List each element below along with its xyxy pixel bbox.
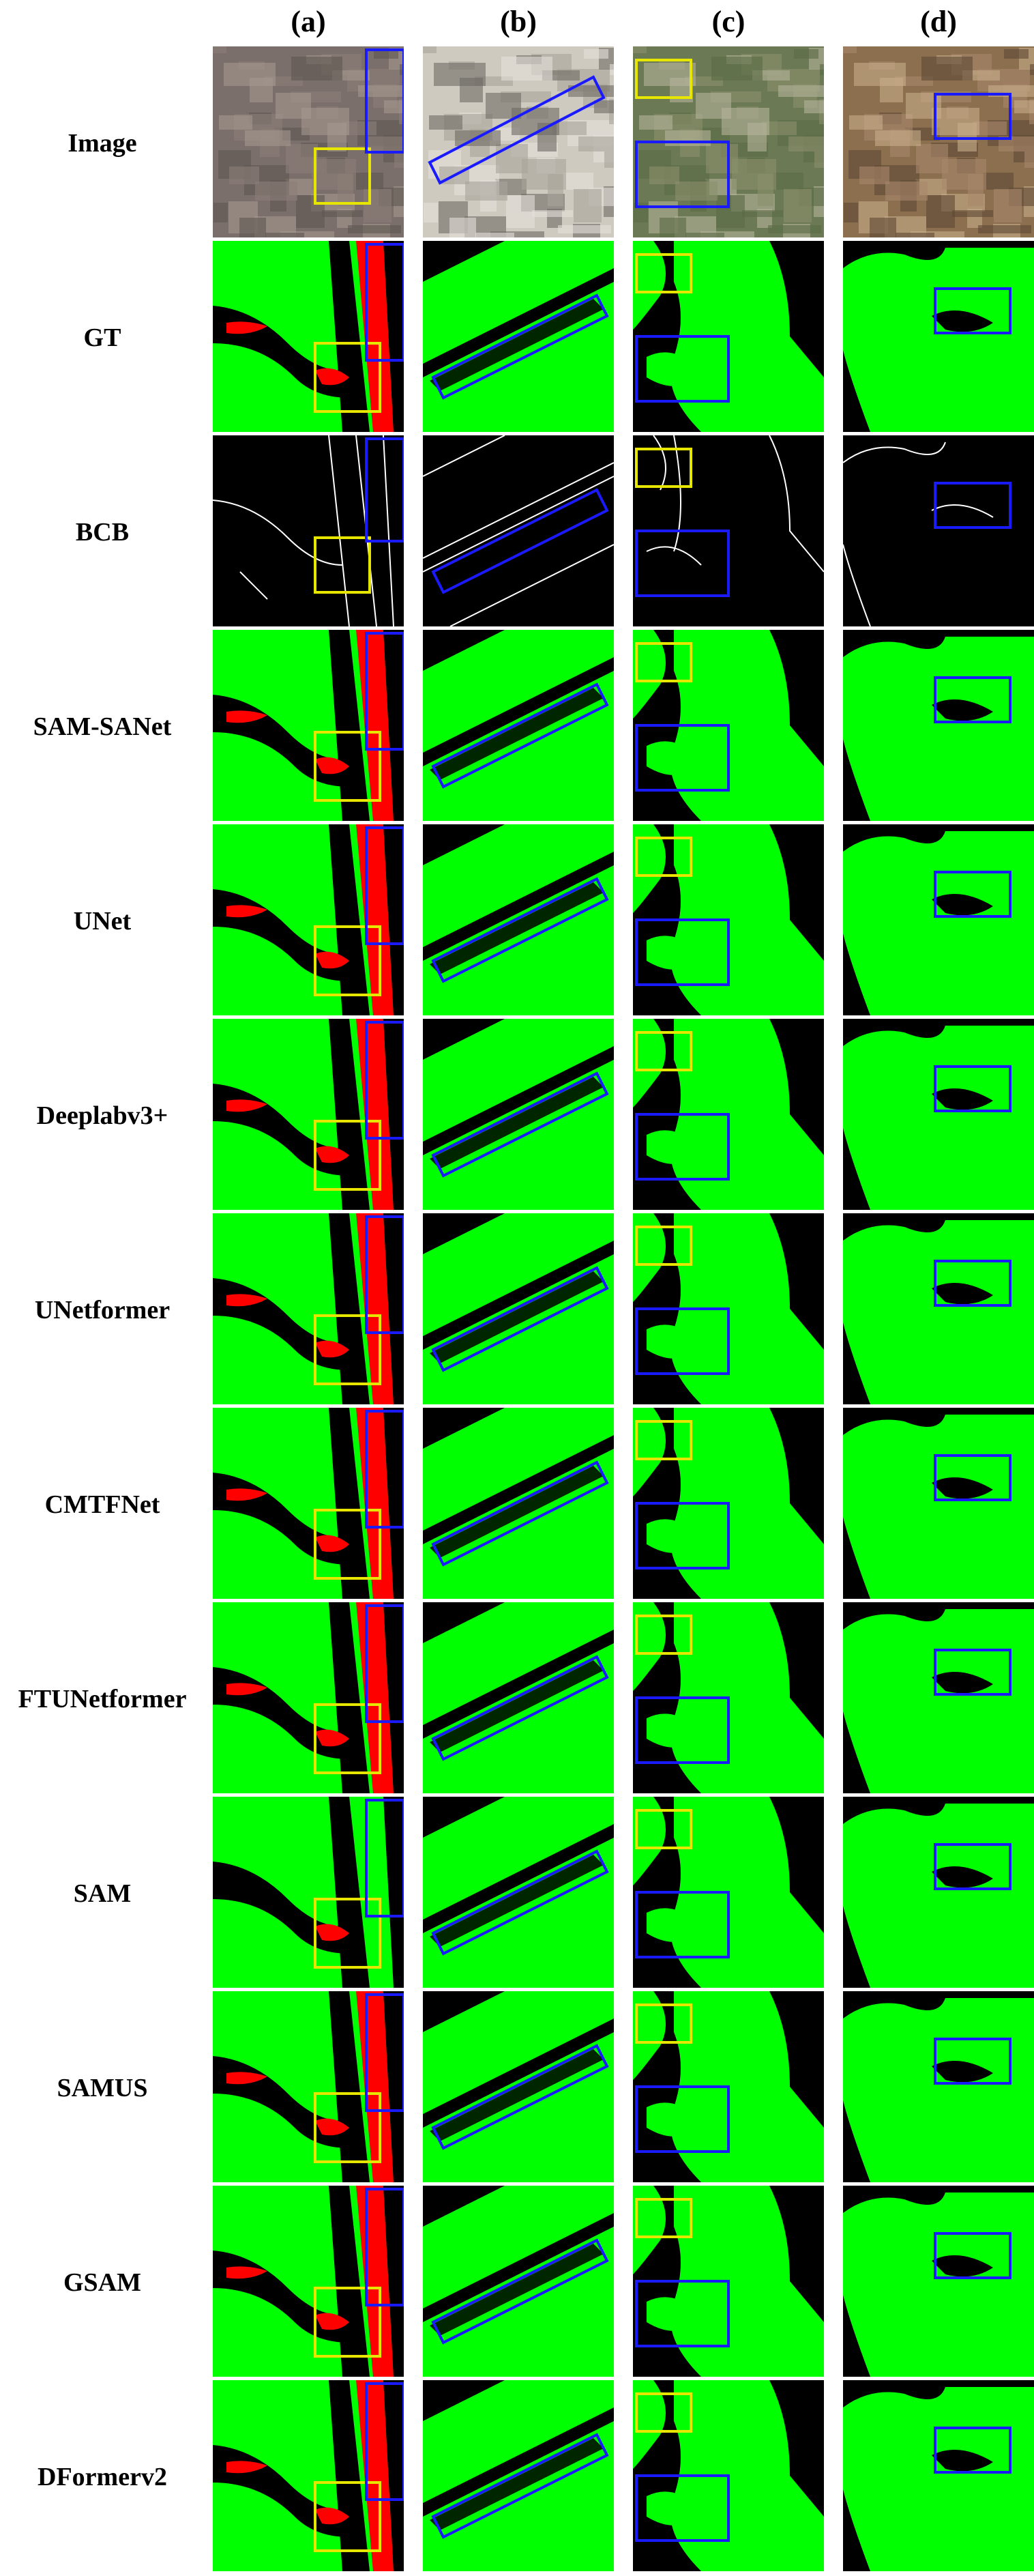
panel-sam-d — [843, 1797, 1034, 1988]
panel-image-c — [633, 46, 824, 237]
panel-deeplabv3plus-c — [633, 1019, 824, 1210]
panel-cmtfnet-a — [213, 1408, 404, 1599]
panel-gsam-c — [633, 2186, 824, 2377]
panel-bcb-a — [213, 435, 404, 626]
panel-sam-b — [423, 1797, 614, 1988]
panel-unetformer-d — [843, 1213, 1034, 1404]
panel-image-a — [213, 46, 404, 237]
panel-unet-c — [633, 824, 824, 1015]
panel-deeplabv3plus-d — [843, 1019, 1034, 1210]
panel-image-b — [423, 46, 614, 237]
row-label-unetformer: UNetformer — [34, 1296, 171, 1325]
row-label-ftunetformer: FTUNetformer — [18, 1685, 187, 1713]
row-label-sam: SAM — [73, 1879, 132, 1908]
column-header-d: (d) — [920, 5, 957, 38]
row-label-image: Image — [68, 129, 137, 158]
panel-sam-sanet-c — [633, 630, 824, 821]
row-label-unet: UNet — [73, 907, 132, 936]
panel-unetformer-a — [213, 1213, 404, 1404]
panel-cmtfnet-d — [843, 1408, 1034, 1599]
panel-bcb-d — [843, 435, 1034, 626]
panel-deeplabv3plus-a — [213, 1019, 404, 1210]
panel-gt-d — [843, 241, 1034, 432]
panel-dformerv2-d — [843, 2380, 1034, 2571]
panel-gsam-a — [213, 2186, 404, 2377]
row-label-sam-sanet: SAM-SANet — [33, 712, 172, 741]
row-label-dformerv2: DFormerv2 — [38, 2463, 167, 2491]
panel-gt-b — [423, 241, 614, 432]
panel-unetformer-c — [633, 1213, 824, 1404]
panel-unet-b — [423, 824, 614, 1015]
panel-sam-sanet-d — [843, 630, 1034, 821]
panel-sam-sanet-a — [213, 630, 404, 821]
column-header-b: (b) — [500, 5, 537, 38]
row-label-bcb: BCB — [75, 518, 130, 547]
panel-samus-d — [843, 1991, 1034, 2182]
panel-sam-a — [213, 1797, 404, 1988]
panel-ftunetformer-c — [633, 1602, 824, 1793]
panel-image-d — [843, 46, 1034, 237]
panel-deeplabv3plus-b — [423, 1019, 614, 1210]
panel-ftunetformer-d — [843, 1602, 1034, 1793]
panel-samus-b — [423, 1991, 614, 2182]
panel-unet-a — [213, 824, 404, 1015]
row-label-deeplabv3plus: Deeplabv3+ — [36, 1101, 168, 1130]
panel-ftunetformer-b — [423, 1602, 614, 1793]
row-label-gsam: GSAM — [63, 2268, 141, 2297]
panel-sam-sanet-b — [423, 630, 614, 821]
panel-bcb-b — [423, 435, 614, 626]
panel-bcb-c — [633, 435, 824, 626]
column-header-c: (c) — [711, 5, 745, 38]
row-label-gt: GT — [83, 323, 121, 352]
panel-sam-c — [633, 1797, 824, 1988]
row-label-cmtfnet: CMTFNet — [44, 1490, 160, 1519]
panel-ftunetformer-a — [213, 1602, 404, 1793]
panel-dformerv2-b — [423, 2380, 614, 2571]
row-label-samus: SAMUS — [57, 2074, 148, 2102]
panel-dformerv2-a — [213, 2380, 404, 2571]
panel-unetformer-b — [423, 1213, 614, 1404]
panel-gsam-b — [423, 2186, 614, 2377]
panel-gsam-d — [843, 2186, 1034, 2377]
panel-gt-c — [633, 241, 824, 432]
panel-samus-a — [213, 1991, 404, 2182]
panel-gt-a — [213, 241, 404, 432]
panel-samus-c — [633, 1991, 824, 2182]
column-header-a: (a) — [291, 5, 326, 38]
panel-cmtfnet-c — [633, 1408, 824, 1599]
panel-unet-d — [843, 824, 1034, 1015]
panel-dformerv2-c — [633, 2380, 824, 2571]
panel-cmtfnet-b — [423, 1408, 614, 1599]
